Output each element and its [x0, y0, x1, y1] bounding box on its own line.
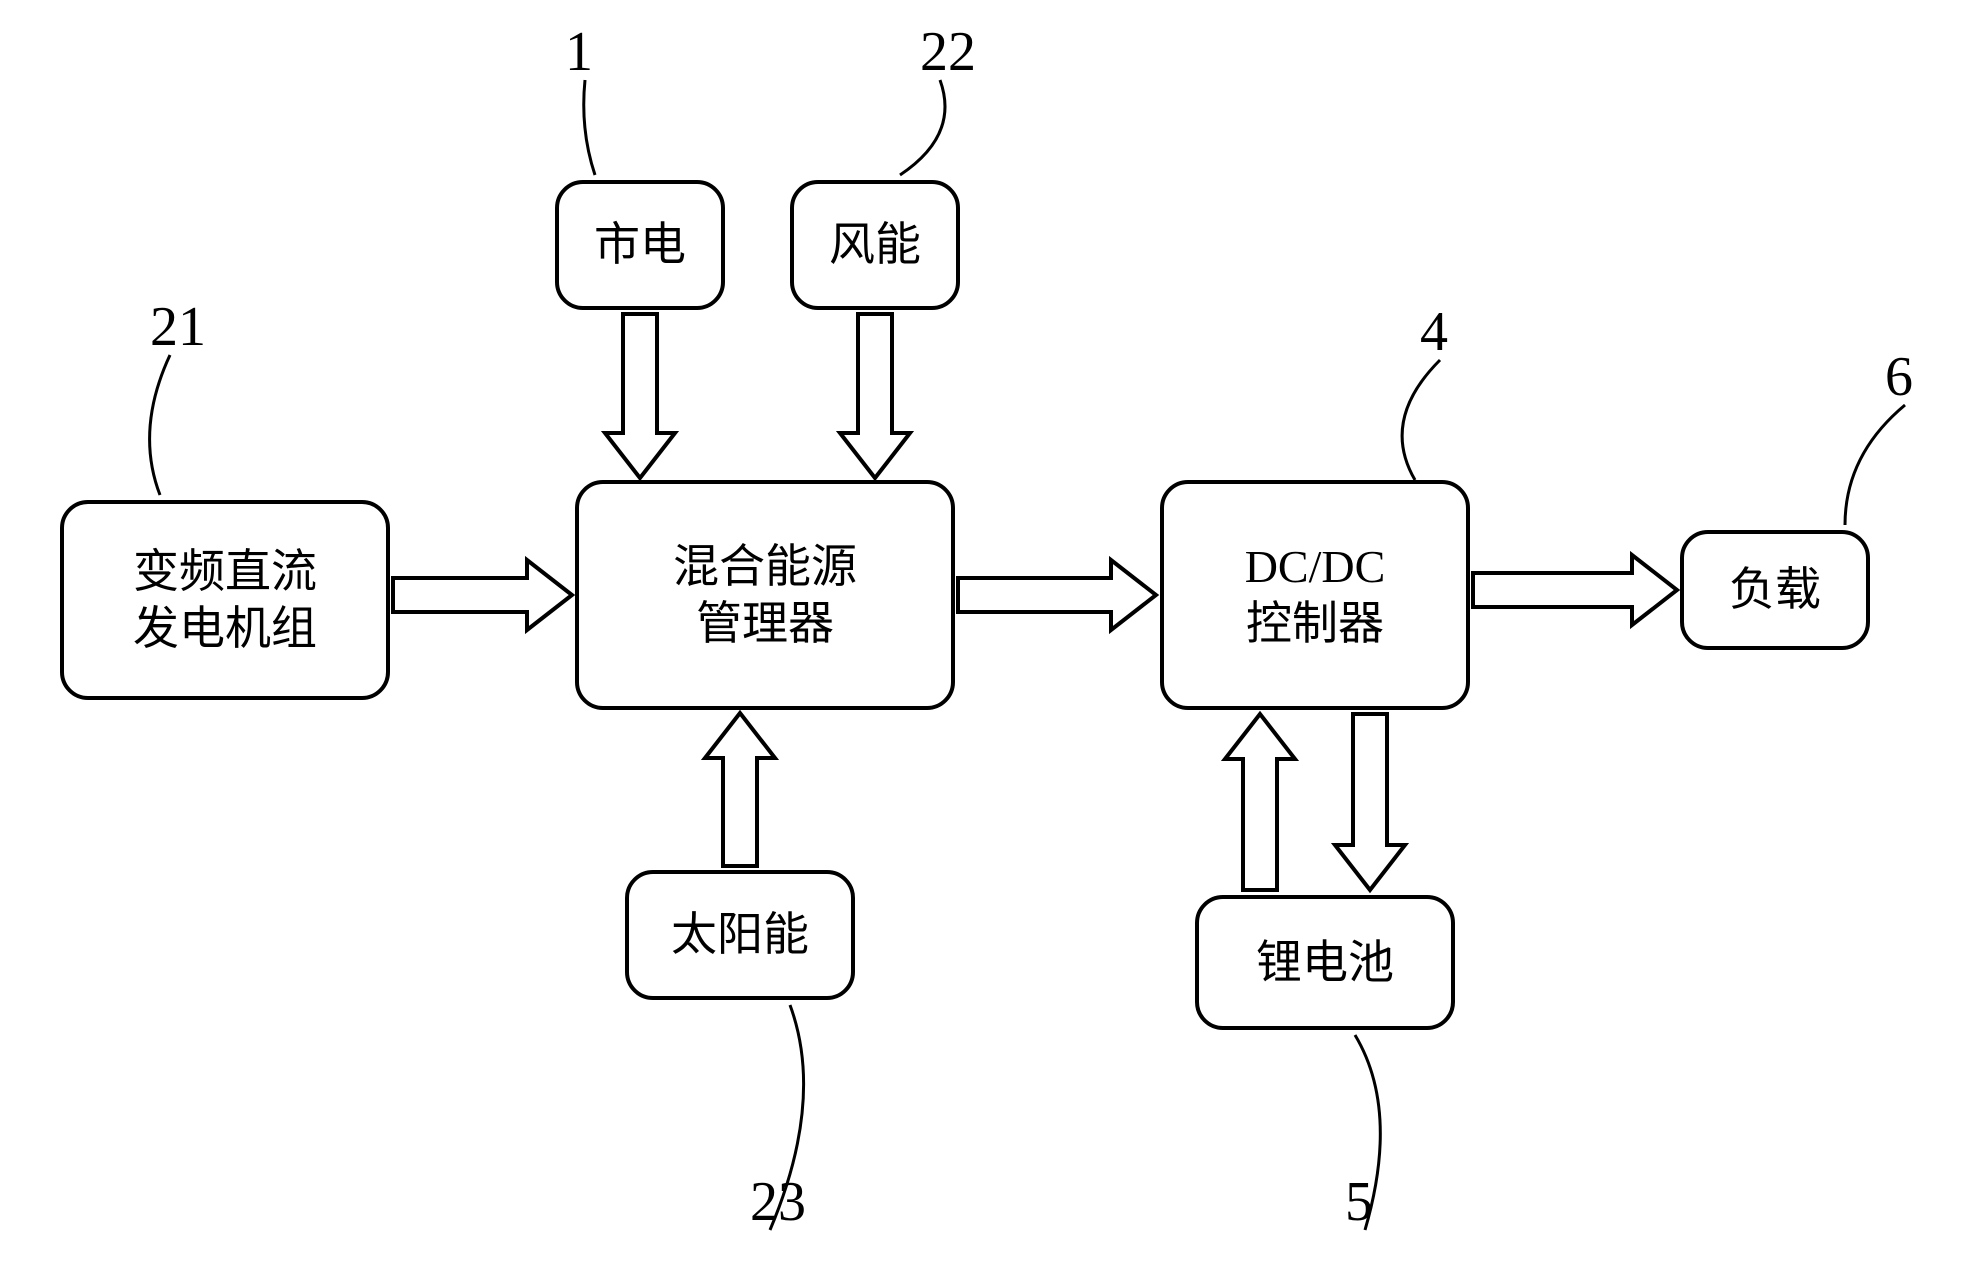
battery-to-dcdc: [1225, 714, 1295, 890]
manager-box: 混合能源 管理器: [575, 480, 955, 710]
callout-6: 6: [1885, 345, 1913, 409]
manager-label-2: 管理器: [696, 595, 834, 653]
battery-box: 锂电池: [1195, 895, 1455, 1030]
load-label: 负载: [1729, 561, 1821, 619]
dcdc-label-2: 控制器: [1246, 595, 1384, 653]
leader-c22: [900, 80, 945, 175]
dcdc-to-load: [1473, 555, 1677, 625]
solar-to-manager: [705, 713, 775, 866]
generator-box: 变频直流 发电机组: [60, 500, 390, 700]
callout-1: 1: [565, 20, 593, 84]
dcdc-label-1: DC/DC: [1245, 538, 1386, 596]
leader-c4: [1402, 360, 1440, 480]
leader-c1: [584, 80, 595, 175]
generator-label-1: 变频直流: [133, 543, 317, 601]
load-box: 负载: [1680, 530, 1870, 650]
callout-4: 4: [1420, 300, 1448, 364]
wind-box: 风能: [790, 180, 960, 310]
dcdc-box: DC/DC 控制器: [1160, 480, 1470, 710]
callout-21: 21: [150, 295, 206, 359]
solar-box: 太阳能: [625, 870, 855, 1000]
dcdc-to-battery: [1335, 714, 1405, 890]
battery-label: 锂电池: [1256, 934, 1394, 992]
generator-label-2: 发电机组: [133, 600, 317, 658]
leader-c6: [1845, 405, 1905, 525]
mains-box: 市电: [555, 180, 725, 310]
mains-label: 市电: [594, 216, 686, 274]
diagram-canvas: 市电 风能 变频直流 发电机组 混合能源 管理器 DC/DC 控制器 负载 太阳…: [0, 0, 1970, 1268]
manager-to-dcdc: [958, 560, 1156, 630]
manager-label-1: 混合能源: [673, 538, 857, 596]
leader-c21: [150, 355, 170, 495]
callout-5: 5: [1345, 1170, 1373, 1234]
wind-to-manager: [840, 314, 910, 478]
callout-22: 22: [920, 20, 976, 84]
mains-to-manager: [605, 314, 675, 478]
solar-label: 太阳能: [671, 906, 809, 964]
callout-23: 23: [750, 1170, 806, 1234]
wind-label: 风能: [829, 216, 921, 274]
generator-to-manager: [393, 560, 572, 630]
